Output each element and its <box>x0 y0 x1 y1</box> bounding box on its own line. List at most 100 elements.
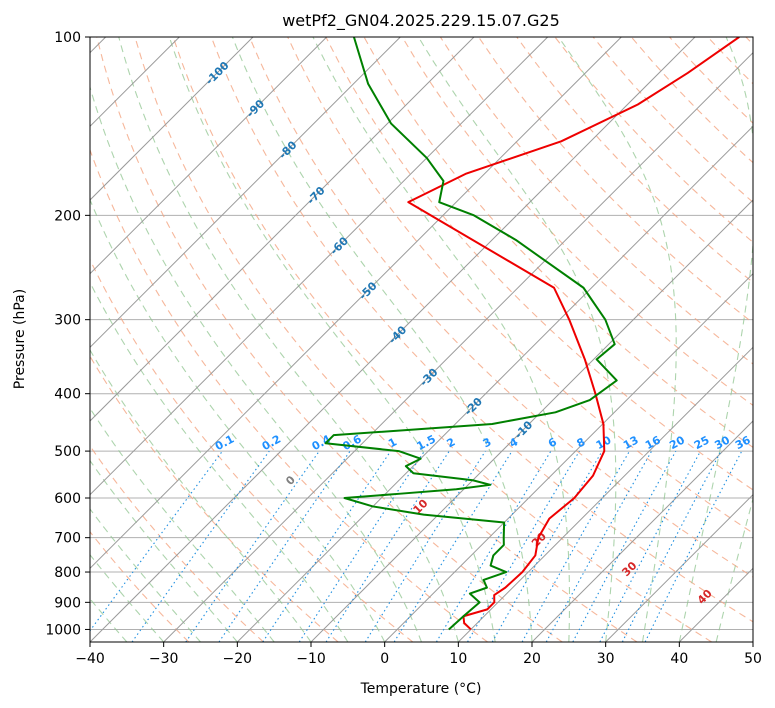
moist-adiabat <box>231 37 533 642</box>
x-tick-label: −30 <box>149 651 179 667</box>
y-tick-label: 300 <box>54 313 81 329</box>
mixing-ratio-line <box>467 450 580 642</box>
isotherm-line <box>678 567 753 642</box>
y-tick-label: 200 <box>54 208 81 224</box>
y-tick-label: 700 <box>54 531 81 547</box>
isotherm-line <box>163 51 753 642</box>
y-tick-label: 600 <box>54 491 81 507</box>
x-tick-label: −40 <box>75 651 105 667</box>
isotherm-line <box>605 493 753 642</box>
chart-title: wetPf2_GN04.2025.229.15.07.G25 <box>282 11 560 31</box>
dry-adiabat <box>478 37 753 324</box>
moist-adiabat <box>90 85 423 642</box>
mixing-ratio-label: 0.2 <box>260 432 283 453</box>
dry-adiabat <box>90 355 339 642</box>
dry-adiabat <box>90 148 488 642</box>
dry-adiabat <box>90 530 190 642</box>
moist-adiabat <box>715 496 753 642</box>
y-tick-label: 100 <box>54 30 81 46</box>
y-tick-label: 1000 <box>45 622 81 638</box>
isotherm-line <box>384 272 753 642</box>
plot-area: 0.1 0.2 0.4 0.6 1 1.5 2 3 4 6 8 10 13 16 20 25 30 36-100-… <box>90 37 753 642</box>
dry-adiabat <box>669 37 753 124</box>
x-tick-label: 0 <box>380 651 389 667</box>
mixing-ratio-line <box>572 450 677 642</box>
moist-adiabat <box>90 281 349 642</box>
dewpoint-profile <box>324 37 618 631</box>
mixing-ratio-label: 8 <box>575 435 588 450</box>
dry-adiabat <box>287 37 753 534</box>
mixing-ratio-line <box>435 450 552 642</box>
mixing-ratio-label: 16 <box>643 433 663 452</box>
mixing-ratio-label: 1.5 <box>415 432 438 453</box>
dry-adiabat <box>516 37 753 284</box>
mixing-ratio-label: 0.6 <box>340 432 364 453</box>
isotherm-line <box>90 37 475 422</box>
mixing-ratio-line <box>262 450 392 642</box>
dry-adiabat <box>134 37 638 642</box>
x-tick-label: −20 <box>223 651 253 667</box>
isotherm-line <box>531 420 753 642</box>
moist-adiabat <box>558 37 677 642</box>
moist-adiabat <box>90 508 201 642</box>
plot-frame <box>89 36 754 643</box>
x-tick-label: −10 <box>296 651 326 667</box>
mixing-ratio-label: 2 <box>445 435 458 450</box>
isotherm-line <box>752 641 753 642</box>
mixing-ratio-label: 13 <box>621 433 641 452</box>
isotherm-label: -100 <box>203 59 232 88</box>
isotherm-label: -90 <box>244 97 267 120</box>
isotherm-line <box>90 37 696 642</box>
mixing-ratio-label: 25 <box>692 433 712 452</box>
mixing-ratio-line <box>325 450 450 642</box>
isotherm-line <box>90 37 622 570</box>
y-tick-label: 400 <box>54 387 81 403</box>
moist-adiabat <box>90 348 312 642</box>
mixing-ratio-line <box>599 450 702 642</box>
dry-adiabat <box>707 37 753 85</box>
isotherm-line <box>457 346 753 642</box>
moist-adiabat-label: 30 <box>619 559 639 579</box>
moist-adiabat-label: 40 <box>695 587 715 607</box>
dry-adiabat <box>96 37 563 642</box>
moist-adiabat <box>168 37 496 642</box>
dry-adiabat <box>439 37 753 365</box>
mixing-ratio-line <box>218 450 351 642</box>
mixing-ratio-line <box>545 450 653 642</box>
mixing-ratio-label: 6 <box>546 435 559 450</box>
dry-adiabat <box>592 37 753 204</box>
x-tick-label: 30 <box>597 651 615 667</box>
isotherm-line <box>90 37 401 349</box>
mixing-ratio-label: 1 <box>386 435 399 450</box>
temperature-profile <box>407 37 740 631</box>
mixing-ratio-label: 20 <box>667 433 687 452</box>
mixing-ratio-line <box>393 450 513 642</box>
y-tick-label: 800 <box>54 565 81 581</box>
dry-adiabat <box>745 37 753 46</box>
x-tick-label: 20 <box>523 651 541 667</box>
mixing-ratio-label: 36 <box>733 433 753 452</box>
moist-adiabat <box>90 407 275 642</box>
isotherm-line <box>236 125 753 642</box>
x-tick-label: 40 <box>670 651 688 667</box>
x-axis-title: Temperature (°C) <box>360 681 482 697</box>
moist-adiabat <box>118 37 459 642</box>
mixing-ratio-line <box>185 450 320 642</box>
isotherm-line <box>90 37 549 496</box>
mixing-ratio-line <box>644 450 743 642</box>
dry-adiabat <box>90 445 264 642</box>
mixing-ratio-line <box>131 450 270 642</box>
moist-adiabat <box>90 459 238 642</box>
moist-adiabat <box>678 37 753 642</box>
moist-adiabat-label: 0 <box>283 473 298 488</box>
axis-ticks: −40 −30 −20 −10 0 10 20 30 40 5010020030040050060… <box>45 30 762 667</box>
mixing-ratio-line <box>90 450 223 632</box>
y-axis-title: Pressure (hPa) <box>12 289 28 389</box>
moist-adiabat <box>417 37 617 642</box>
mixing-ratio-label: 3 <box>481 435 494 450</box>
x-tick-label: 10 <box>449 651 467 667</box>
mixing-ratio-label: 0.1 <box>213 432 236 453</box>
mixing-ratio-line <box>364 450 486 642</box>
mixing-ratio-label: 30 <box>712 433 732 452</box>
